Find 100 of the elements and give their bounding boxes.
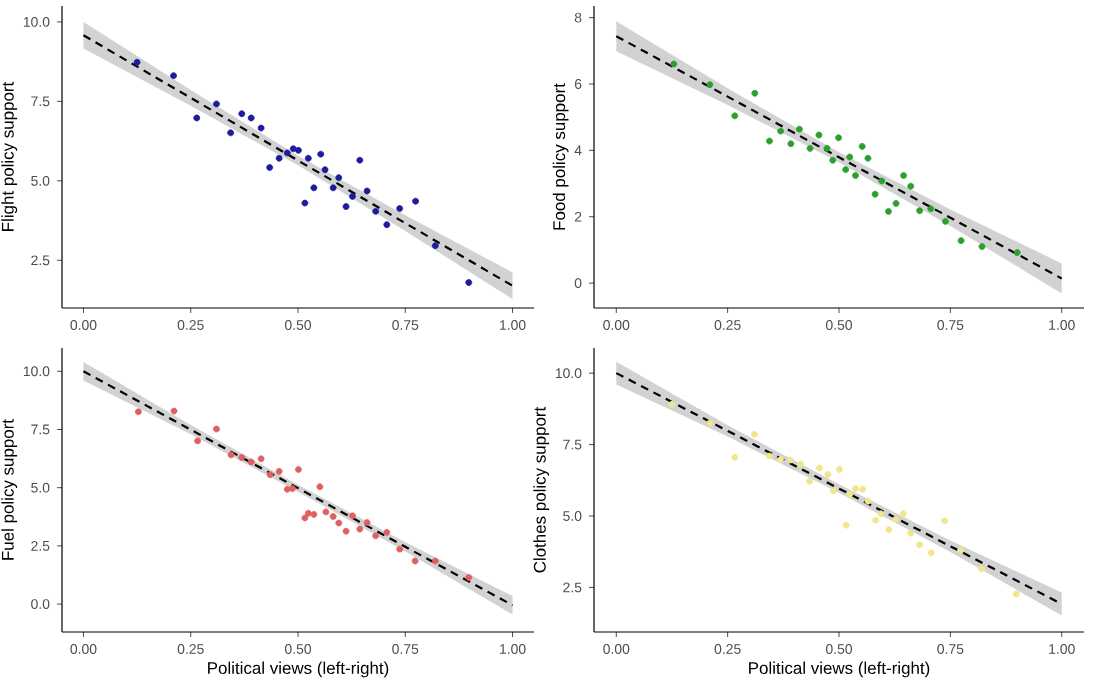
point — [304, 509, 312, 517]
point — [411, 557, 419, 565]
y-axis-title: Clothes policy support — [533, 406, 550, 573]
point — [342, 527, 350, 535]
point — [927, 205, 935, 213]
point — [170, 72, 177, 80]
point — [670, 60, 678, 68]
x-axis-title: Political views (left-right) — [208, 661, 389, 678]
point — [751, 89, 759, 97]
point — [257, 124, 265, 132]
point — [431, 242, 439, 250]
point — [133, 58, 141, 66]
point — [872, 516, 879, 524]
point — [213, 100, 220, 108]
point — [238, 110, 246, 118]
point — [247, 458, 255, 466]
point — [257, 455, 265, 463]
point — [310, 511, 318, 518]
point — [283, 149, 291, 157]
point — [349, 512, 356, 520]
point — [465, 279, 473, 286]
point — [864, 154, 872, 162]
point — [193, 114, 201, 122]
point — [412, 197, 419, 205]
point — [942, 217, 949, 225]
point — [766, 452, 773, 460]
point — [383, 221, 391, 229]
point — [899, 510, 907, 518]
point — [978, 565, 985, 573]
point — [878, 177, 886, 185]
point — [396, 205, 404, 212]
point — [304, 154, 312, 162]
point — [295, 146, 302, 154]
point — [1013, 249, 1021, 256]
point — [329, 184, 337, 192]
point — [864, 497, 872, 505]
point — [322, 508, 330, 516]
point — [836, 466, 843, 473]
point — [213, 425, 220, 433]
point — [766, 137, 773, 145]
point — [871, 190, 879, 198]
y-axis-title: Food policy support — [552, 83, 569, 230]
point — [900, 172, 907, 179]
point — [731, 112, 739, 120]
point — [194, 437, 201, 445]
point — [317, 150, 325, 158]
point — [806, 477, 813, 485]
point — [329, 513, 337, 520]
point — [706, 419, 714, 427]
point — [731, 454, 739, 461]
point — [824, 471, 832, 478]
point — [356, 156, 364, 164]
point — [842, 166, 850, 173]
point — [892, 200, 900, 207]
point — [465, 574, 473, 581]
point — [842, 521, 850, 529]
point — [363, 519, 371, 526]
point — [301, 514, 309, 522]
point — [310, 184, 318, 192]
point — [706, 81, 714, 89]
point — [170, 407, 178, 415]
point — [806, 144, 814, 152]
point — [356, 525, 364, 533]
point — [750, 430, 758, 438]
point — [668, 400, 676, 408]
y-axis-title: Flight policy support — [1, 81, 18, 231]
point — [342, 203, 350, 210]
point — [1012, 590, 1020, 598]
point — [349, 193, 356, 200]
point — [927, 549, 935, 557]
point — [835, 134, 842, 142]
point — [859, 485, 867, 493]
point — [289, 485, 296, 492]
point — [787, 456, 794, 464]
point — [823, 144, 831, 152]
point — [846, 491, 854, 498]
point — [372, 207, 380, 215]
point — [431, 557, 439, 565]
point — [247, 114, 255, 122]
point — [266, 471, 274, 479]
point — [321, 166, 329, 174]
point — [852, 485, 859, 492]
point — [363, 187, 371, 195]
point — [396, 545, 404, 553]
point — [916, 207, 924, 215]
point — [816, 464, 823, 472]
point — [301, 199, 309, 207]
point — [892, 515, 899, 523]
point — [957, 546, 965, 554]
point — [852, 172, 859, 179]
point — [266, 164, 274, 171]
point — [829, 156, 837, 164]
point — [795, 125, 803, 133]
point — [275, 154, 283, 162]
point — [815, 131, 823, 139]
point — [295, 466, 302, 473]
point — [907, 529, 915, 537]
point — [227, 451, 235, 459]
point — [885, 526, 893, 534]
point — [885, 208, 892, 215]
